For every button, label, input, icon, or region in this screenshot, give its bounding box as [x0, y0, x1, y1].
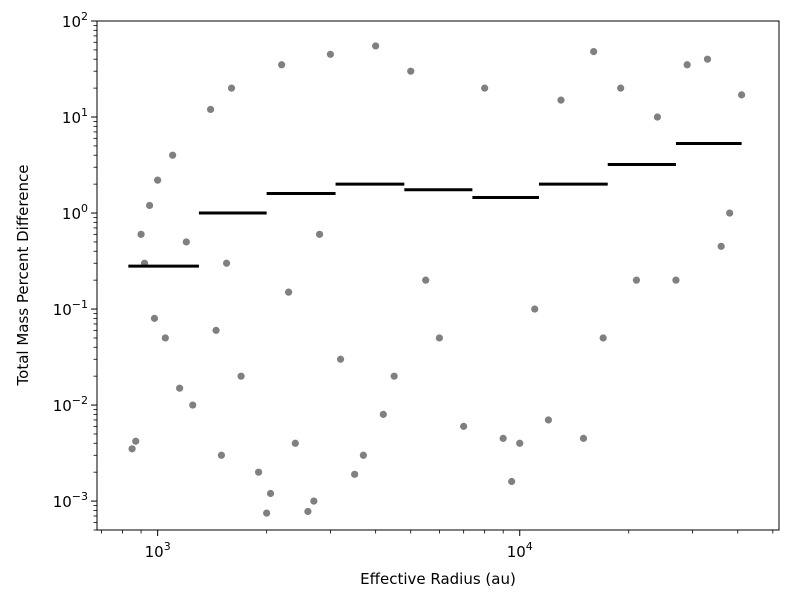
- data-point: [336, 355, 345, 363]
- y-tick-label: 10−2: [53, 394, 88, 415]
- bin-median-lines: [128, 141, 742, 268]
- x-tick-label: 103: [145, 540, 171, 561]
- data-point: [182, 238, 190, 246]
- data-point: [217, 451, 226, 459]
- data-point: [176, 384, 184, 392]
- data-point: [206, 105, 215, 114]
- data-point: [726, 209, 734, 217]
- data-point: [653, 113, 662, 121]
- data-point: [154, 176, 162, 184]
- data-point: [132, 437, 140, 445]
- data-point: [557, 96, 565, 104]
- data-point: [161, 334, 169, 342]
- data-point: [212, 326, 220, 334]
- scatter-points: [128, 42, 746, 517]
- data-point: [422, 276, 430, 284]
- data-point: [390, 372, 398, 380]
- data-point: [169, 151, 177, 159]
- data-point: [544, 416, 553, 424]
- data-point: [672, 276, 680, 284]
- data-point: [145, 201, 154, 210]
- y-axis-label: Total Mass Percent Difference: [14, 165, 32, 387]
- data-point: [516, 439, 524, 447]
- data-point: [372, 42, 380, 50]
- data-point: [189, 401, 197, 409]
- y-tick-label: 10−3: [53, 490, 88, 511]
- data-point: [227, 84, 236, 92]
- data-point: [222, 259, 231, 267]
- data-point: [683, 61, 691, 69]
- y-tick-label: 100: [62, 202, 88, 223]
- data-point: [326, 50, 335, 58]
- data-point: [379, 410, 387, 418]
- data-point: [590, 48, 598, 56]
- data-point: [150, 314, 159, 322]
- data-point: [128, 445, 136, 453]
- data-point: [291, 439, 299, 447]
- data-point: [359, 451, 367, 459]
- data-point: [460, 422, 468, 430]
- data-point: [435, 334, 444, 342]
- data-point: [531, 305, 539, 313]
- y-axis-ticks: 10−3 10−2 10−1 100 101 102: [53, 10, 97, 531]
- x-axis-ticks: 103 104: [101, 530, 774, 561]
- data-point: [266, 489, 275, 498]
- data-point: [508, 477, 516, 486]
- data-point: [738, 91, 746, 99]
- data-point: [263, 509, 271, 517]
- data-point: [304, 507, 312, 516]
- data-point: [499, 434, 507, 442]
- data-point: [632, 276, 641, 284]
- data-point: [254, 468, 263, 476]
- data-point: [351, 470, 359, 478]
- data-point: [285, 288, 293, 296]
- plot-frame: [96, 20, 780, 531]
- data-point: [717, 242, 725, 250]
- x-axis-label: Effective Radius (au): [360, 570, 516, 588]
- data-point: [599, 334, 607, 342]
- y-tick-label: 10−1: [53, 298, 88, 319]
- data-point: [310, 497, 318, 505]
- y-tick-label: 102: [62, 10, 88, 31]
- data-point: [703, 55, 712, 63]
- data-point: [315, 230, 324, 238]
- data-point: [617, 84, 625, 92]
- data-point: [278, 61, 286, 69]
- data-point: [407, 67, 415, 75]
- data-point: [579, 434, 588, 442]
- x-tick-label: 104: [507, 540, 533, 561]
- data-point: [481, 84, 489, 92]
- y-tick-label: 101: [62, 106, 88, 127]
- data-point: [137, 230, 145, 238]
- data-point: [237, 372, 245, 380]
